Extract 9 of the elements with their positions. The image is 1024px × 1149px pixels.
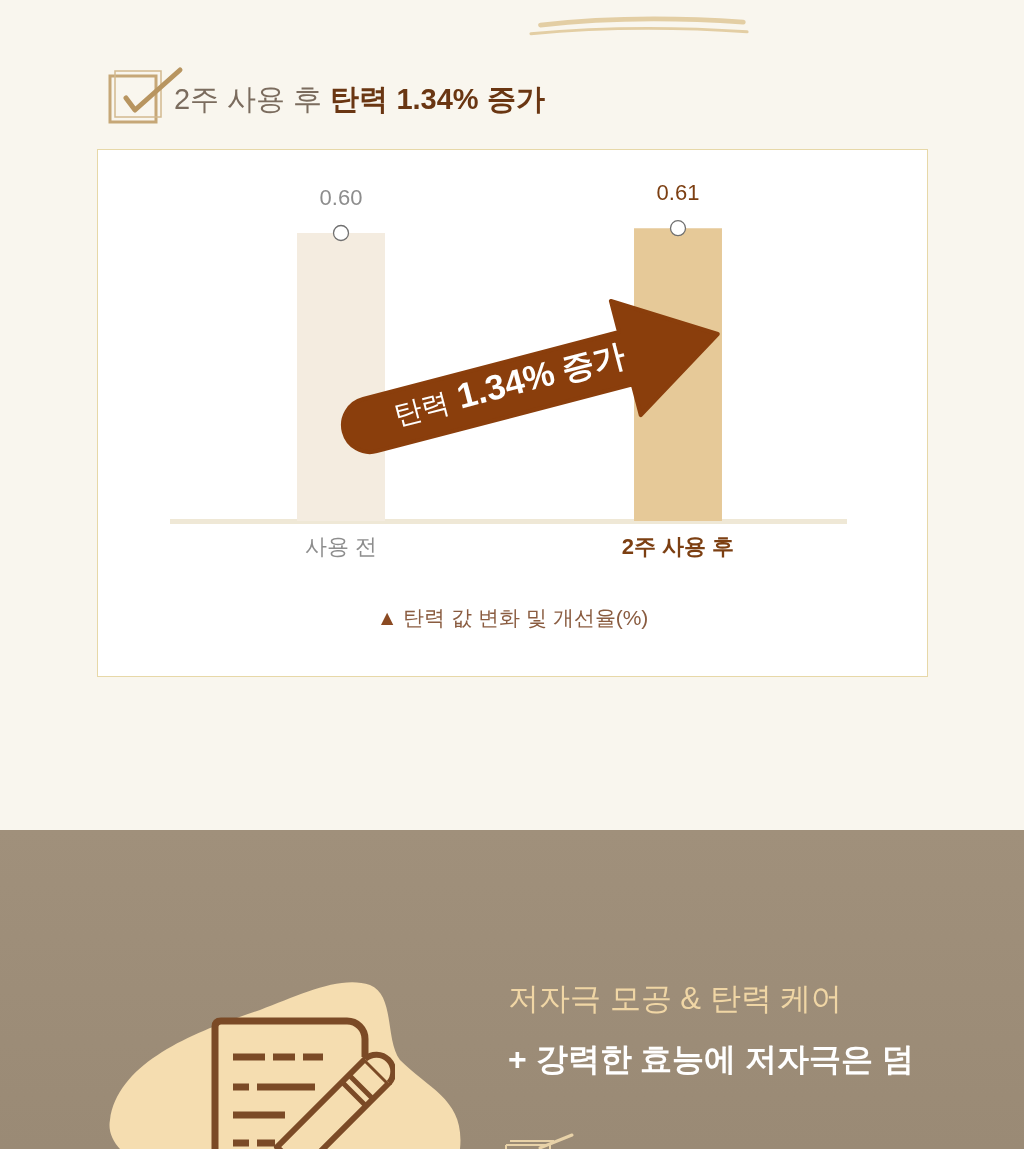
data-label: 0.61 <box>656 180 700 206</box>
annotation: 탄력 1.34% 증가 <box>390 337 629 432</box>
data-label: 0.60 <box>319 185 363 211</box>
text: + 강력한 효능에 저자극은 덤 <box>508 1040 915 1079</box>
chart-title: 2주 사용 후 탄력 1.34% 증가 <box>174 83 545 115</box>
text: 저자극 모공 & 탄력 케어 <box>508 980 844 1018</box>
x-tick-label: 사용 전 <box>304 534 378 560</box>
text: ▲ 탄력 값 변화 및 개선율(%) <box>376 605 649 629</box>
x-tick-label: 2주 사용 후 <box>621 534 735 560</box>
